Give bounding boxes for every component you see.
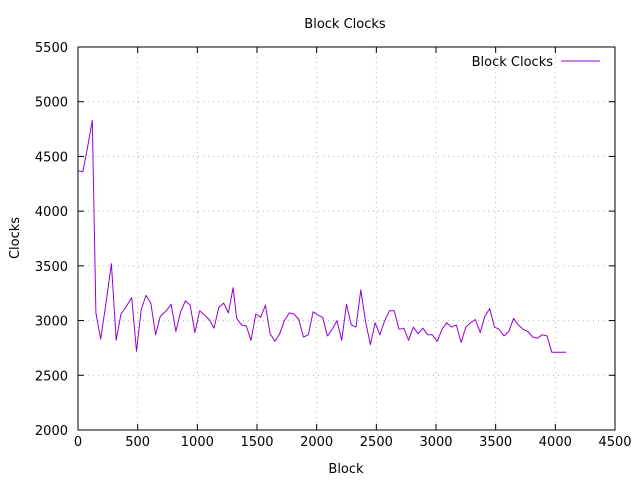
chart-title: Block Clocks: [304, 17, 386, 32]
x-tick-label: 2500: [360, 435, 393, 450]
y-tick-label: 3500: [35, 260, 68, 275]
y-axis-title: Clocks: [8, 217, 23, 259]
axis-ticks: [77, 46, 616, 431]
x-tick-label: 0: [74, 435, 82, 450]
x-tick-label: 1500: [240, 435, 273, 450]
series-line: [77, 119, 567, 353]
plot-frame: [77, 46, 616, 431]
x-tick-label: 3500: [479, 435, 512, 450]
grid: [78, 47, 615, 430]
x-axis-title: Block: [328, 462, 364, 477]
x-tick-label: 500: [125, 435, 150, 450]
x-tick-label: 1000: [181, 435, 214, 450]
tick-labels: 0 500 1000 1500 2000 2500 3000 3500 4000 4500 2000…: [35, 41, 632, 450]
legend: Block Clocks: [472, 55, 600, 70]
y-tick-label: 4000: [35, 205, 68, 220]
x-tick-label: 2000: [300, 435, 333, 450]
y-tick-label: 5500: [35, 41, 68, 56]
y-tick-label: 4500: [35, 150, 68, 165]
x-tick-label: 4000: [539, 435, 572, 450]
x-tick-label: 4500: [598, 435, 631, 450]
y-tick-label: 2500: [35, 369, 68, 384]
y-tick-label: 3000: [35, 315, 68, 330]
y-tick-label: 2000: [35, 424, 68, 439]
legend-label: Block Clocks: [472, 55, 554, 70]
series-group: [77, 119, 567, 353]
y-tick-label: 5000: [35, 96, 68, 111]
x-tick-label: 3000: [419, 435, 452, 450]
